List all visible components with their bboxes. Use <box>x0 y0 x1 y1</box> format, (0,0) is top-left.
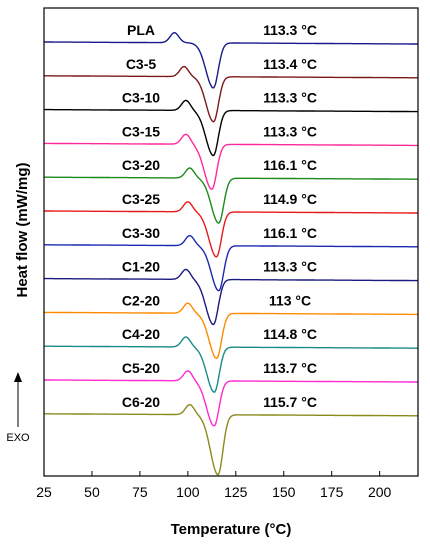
series-name-label: C3-5 <box>126 56 157 72</box>
series-name-label: C6-20 <box>122 394 160 410</box>
x-tick-label: 125 <box>224 484 248 500</box>
series-name-label: C2-20 <box>122 292 160 308</box>
x-axis-title: Temperature (°C) <box>171 521 292 538</box>
series-name-label: C3-10 <box>122 90 160 106</box>
plot-frame <box>43 7 419 477</box>
series-line-c1-20 <box>44 268 418 326</box>
series-line-c6-20 <box>44 403 418 476</box>
series-line-c3-30 <box>44 234 418 292</box>
peak-temperature-label: 113.3 °C <box>263 90 317 106</box>
series-line-c4-20 <box>44 336 418 393</box>
x-tick-label: 75 <box>132 484 148 500</box>
series-line-c3-5 <box>44 65 418 123</box>
series-name-label: C3-20 <box>122 157 160 173</box>
y-axis-title: Heat flow (mW/mg) <box>14 163 31 298</box>
series-name-label: PLA <box>127 22 155 38</box>
exo-indicator: EXO <box>6 372 30 444</box>
peak-temperature-label: 113.3 °C <box>263 123 317 139</box>
series-name-label: C3-25 <box>122 191 160 207</box>
peak-temperature-label: 116.1 °C <box>263 157 317 173</box>
peak-temperature-label: 114.8 °C <box>263 326 317 342</box>
series-line-c5-20 <box>44 370 418 427</box>
x-tick-label: 150 <box>272 484 296 500</box>
peak-temperature-label: 114.9 °C <box>263 191 317 207</box>
series-name-label: C1-20 <box>122 259 160 275</box>
peak-temperature-label: 113.4 °C <box>263 56 317 72</box>
series-line-c3-20 <box>44 167 418 224</box>
peak-temperature-label: 116.1 °C <box>263 225 317 241</box>
peak-temperature-label: 113.7 °C <box>263 360 317 376</box>
x-tick-label: 200 <box>368 484 392 500</box>
series-layer <box>44 31 418 476</box>
x-tick-label: 50 <box>84 484 100 500</box>
exo-label: EXO <box>6 432 30 444</box>
x-tick-label: 25 <box>36 484 52 500</box>
peak-temperature-label: 113.3 °C <box>263 22 317 38</box>
series-line-c3-10 <box>44 99 418 157</box>
exo-arrow-head <box>14 372 22 382</box>
peak-temperature-label: 115.7 °C <box>263 394 317 410</box>
series-line-pla <box>44 31 418 89</box>
x-tick-label: 100 <box>176 484 200 500</box>
series-name-label: C3-30 <box>122 225 160 241</box>
series-name-label: C5-20 <box>122 360 160 376</box>
x-tick-label: 175 <box>320 484 344 500</box>
series-line-c3-25 <box>44 201 418 258</box>
series-name-label: C3-15 <box>122 123 160 139</box>
series-line-c3-15 <box>44 133 418 191</box>
peak-temperature-label: 113.3 °C <box>263 259 317 275</box>
tick-layer: 25 50 75 100 125 150 175 200 <box>36 471 392 500</box>
peak-temperature-label: 113 °C <box>269 292 311 308</box>
label-layer: PLA 113.3 °C C3-5 113.4 °C C3-10 113.3 °C C3-1… <box>122 22 317 410</box>
series-name-label: C4-20 <box>122 326 160 342</box>
series-line-c2-20 <box>44 302 418 360</box>
